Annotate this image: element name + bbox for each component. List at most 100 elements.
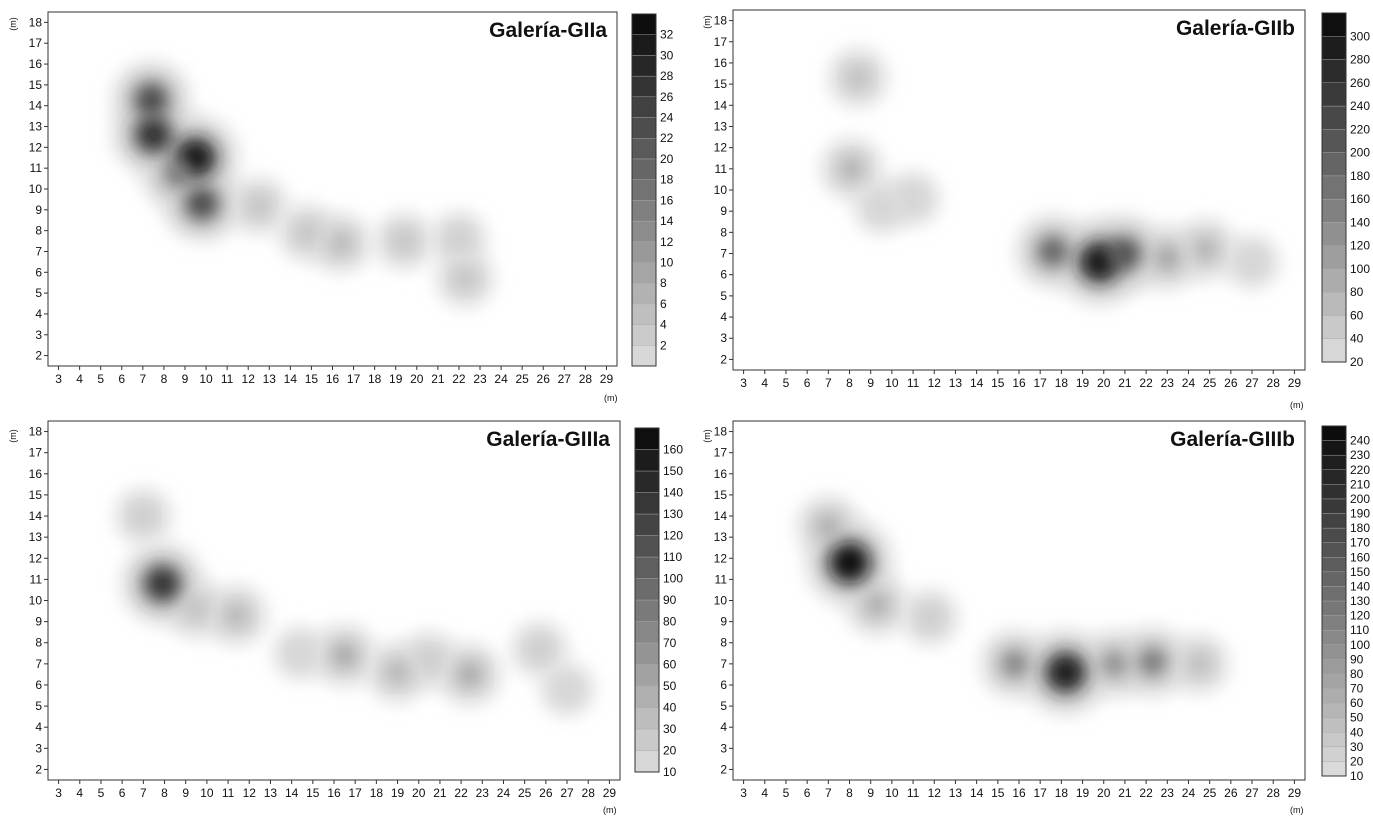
- colorbar-band: [631, 138, 657, 160]
- colorbar-band: [631, 220, 657, 242]
- colorbar-tick-label: 60: [1350, 696, 1364, 710]
- colorbar-tick-label: 70: [1350, 682, 1364, 696]
- density-hotspot: [225, 604, 248, 627]
- y-tick-label: 3: [35, 741, 42, 755]
- x-tick-label: 7: [825, 376, 832, 390]
- y-tick-label: 17: [714, 35, 728, 49]
- y-tick-label: 6: [35, 678, 42, 692]
- y-tick-label: 14: [29, 509, 43, 523]
- y-tick-label: 13: [714, 119, 728, 133]
- x-tick-label: 14: [970, 786, 984, 800]
- x-tick-label: 16: [326, 372, 340, 386]
- plot-area: [733, 421, 1305, 780]
- colorbar-tick-label: 80: [1350, 285, 1364, 299]
- colorbar-tick-label: 160: [1350, 192, 1370, 206]
- y-tick-label: 18: [714, 425, 728, 439]
- x-tick-label: 26: [537, 372, 551, 386]
- y-tick-label: 15: [714, 77, 728, 91]
- x-tick-label: 29: [1288, 786, 1302, 800]
- x-tick-label: 15: [991, 786, 1005, 800]
- colorbar-band: [1321, 600, 1347, 616]
- colorbar-band: [634, 728, 660, 751]
- colorbar-frame: [1321, 12, 1347, 363]
- colorbar-tick-label: 140: [1350, 215, 1370, 229]
- y-tick-label: 4: [720, 310, 727, 324]
- x-tick-label: 23: [1161, 786, 1175, 800]
- colorbar-band: [1321, 152, 1347, 177]
- colorbar-band: [634, 621, 660, 644]
- y-tick-label: 4: [720, 720, 727, 734]
- colorbar-tick-label: 60: [663, 658, 677, 672]
- x-tick-label: 5: [98, 786, 105, 800]
- y-tick-label: 10: [29, 182, 43, 196]
- colorbar-tick-label: 170: [1350, 536, 1370, 550]
- y-axis-label: (m): [702, 429, 712, 443]
- colorbar-tick-label: 120: [1350, 239, 1370, 253]
- y-tick-label: 18: [29, 425, 43, 439]
- colorbar-tick-label: 30: [660, 48, 674, 62]
- colorbar-band: [1321, 198, 1347, 223]
- colorbar-band: [1321, 761, 1347, 777]
- colorbar-tick-label: 160: [663, 443, 683, 457]
- colorbar-tick-label: 30: [1350, 740, 1364, 754]
- density-hotspot: [920, 608, 940, 627]
- y-tick-label: 11: [30, 572, 43, 586]
- y-tick-label: 7: [720, 247, 727, 261]
- y-axis-label: (m): [8, 17, 18, 31]
- y-tick-label: 2: [720, 352, 727, 366]
- x-tick-label: 17: [349, 786, 363, 800]
- y-tick-label: 3: [720, 331, 727, 345]
- x-tick-label: 9: [182, 786, 189, 800]
- chart-title: Galería-GIIIa: [486, 428, 610, 451]
- colorbar-tick-label: 220: [1350, 463, 1370, 477]
- colorbar-tick-label: 90: [663, 593, 677, 607]
- x-tick-label: 5: [97, 372, 104, 386]
- colorbar-band: [1321, 527, 1347, 543]
- colorbar-tick-label: 14: [660, 214, 674, 228]
- density-hotspot: [1100, 650, 1128, 678]
- x-tick-label: 9: [867, 376, 874, 390]
- density-hotspot: [386, 661, 409, 684]
- colorbar-band: [1321, 315, 1347, 339]
- colorbar-band: [1321, 425, 1347, 441]
- colorbar-band: [1321, 659, 1347, 675]
- y-tick-label: 12: [29, 551, 43, 565]
- density-hotspot: [394, 231, 415, 251]
- y-tick-label: 9: [35, 615, 42, 629]
- colorbar-band: [1321, 105, 1347, 130]
- plot-area: [48, 12, 617, 366]
- colorbar-band: [634, 664, 660, 687]
- colorbar-band: [631, 34, 657, 56]
- colorbar-tick-label: 80: [663, 615, 677, 629]
- colorbar-frame: [634, 427, 660, 773]
- x-tick-label: 29: [1288, 376, 1302, 390]
- colorbar-tick-label: 20: [1350, 754, 1364, 768]
- x-tick-label: 18: [370, 786, 384, 800]
- x-tick-label: 3: [55, 786, 62, 800]
- colorbar-tick-label: 2: [660, 338, 667, 352]
- x-tick-label: 19: [389, 372, 403, 386]
- density-hotspot: [530, 639, 549, 659]
- x-tick-label: 27: [558, 372, 572, 386]
- colorbar-band: [1321, 59, 1347, 83]
- y-tick-label: 15: [29, 488, 43, 502]
- colorbar-tick-label: 130: [663, 507, 683, 521]
- y-tick-label: 6: [720, 268, 727, 282]
- colorbar-tick-label: 40: [663, 701, 677, 715]
- x-tick-label: 24: [1182, 376, 1196, 390]
- x-tick-label: 15: [305, 372, 319, 386]
- density-hotspot: [184, 185, 220, 222]
- x-tick-label: 3: [55, 372, 62, 386]
- x-tick-label: 22: [454, 786, 468, 800]
- density-hotspot: [332, 643, 357, 668]
- chart-title: Galería-GIIa: [489, 19, 607, 42]
- x-tick-label: 25: [515, 372, 529, 386]
- density-hotspot: [420, 650, 439, 669]
- x-tick-label: 20: [1097, 376, 1111, 390]
- colorbar-band: [634, 449, 660, 472]
- colorbar-tick-label: 260: [1350, 76, 1370, 90]
- colorbar-frame: [631, 13, 657, 367]
- colorbar-band: [631, 282, 657, 305]
